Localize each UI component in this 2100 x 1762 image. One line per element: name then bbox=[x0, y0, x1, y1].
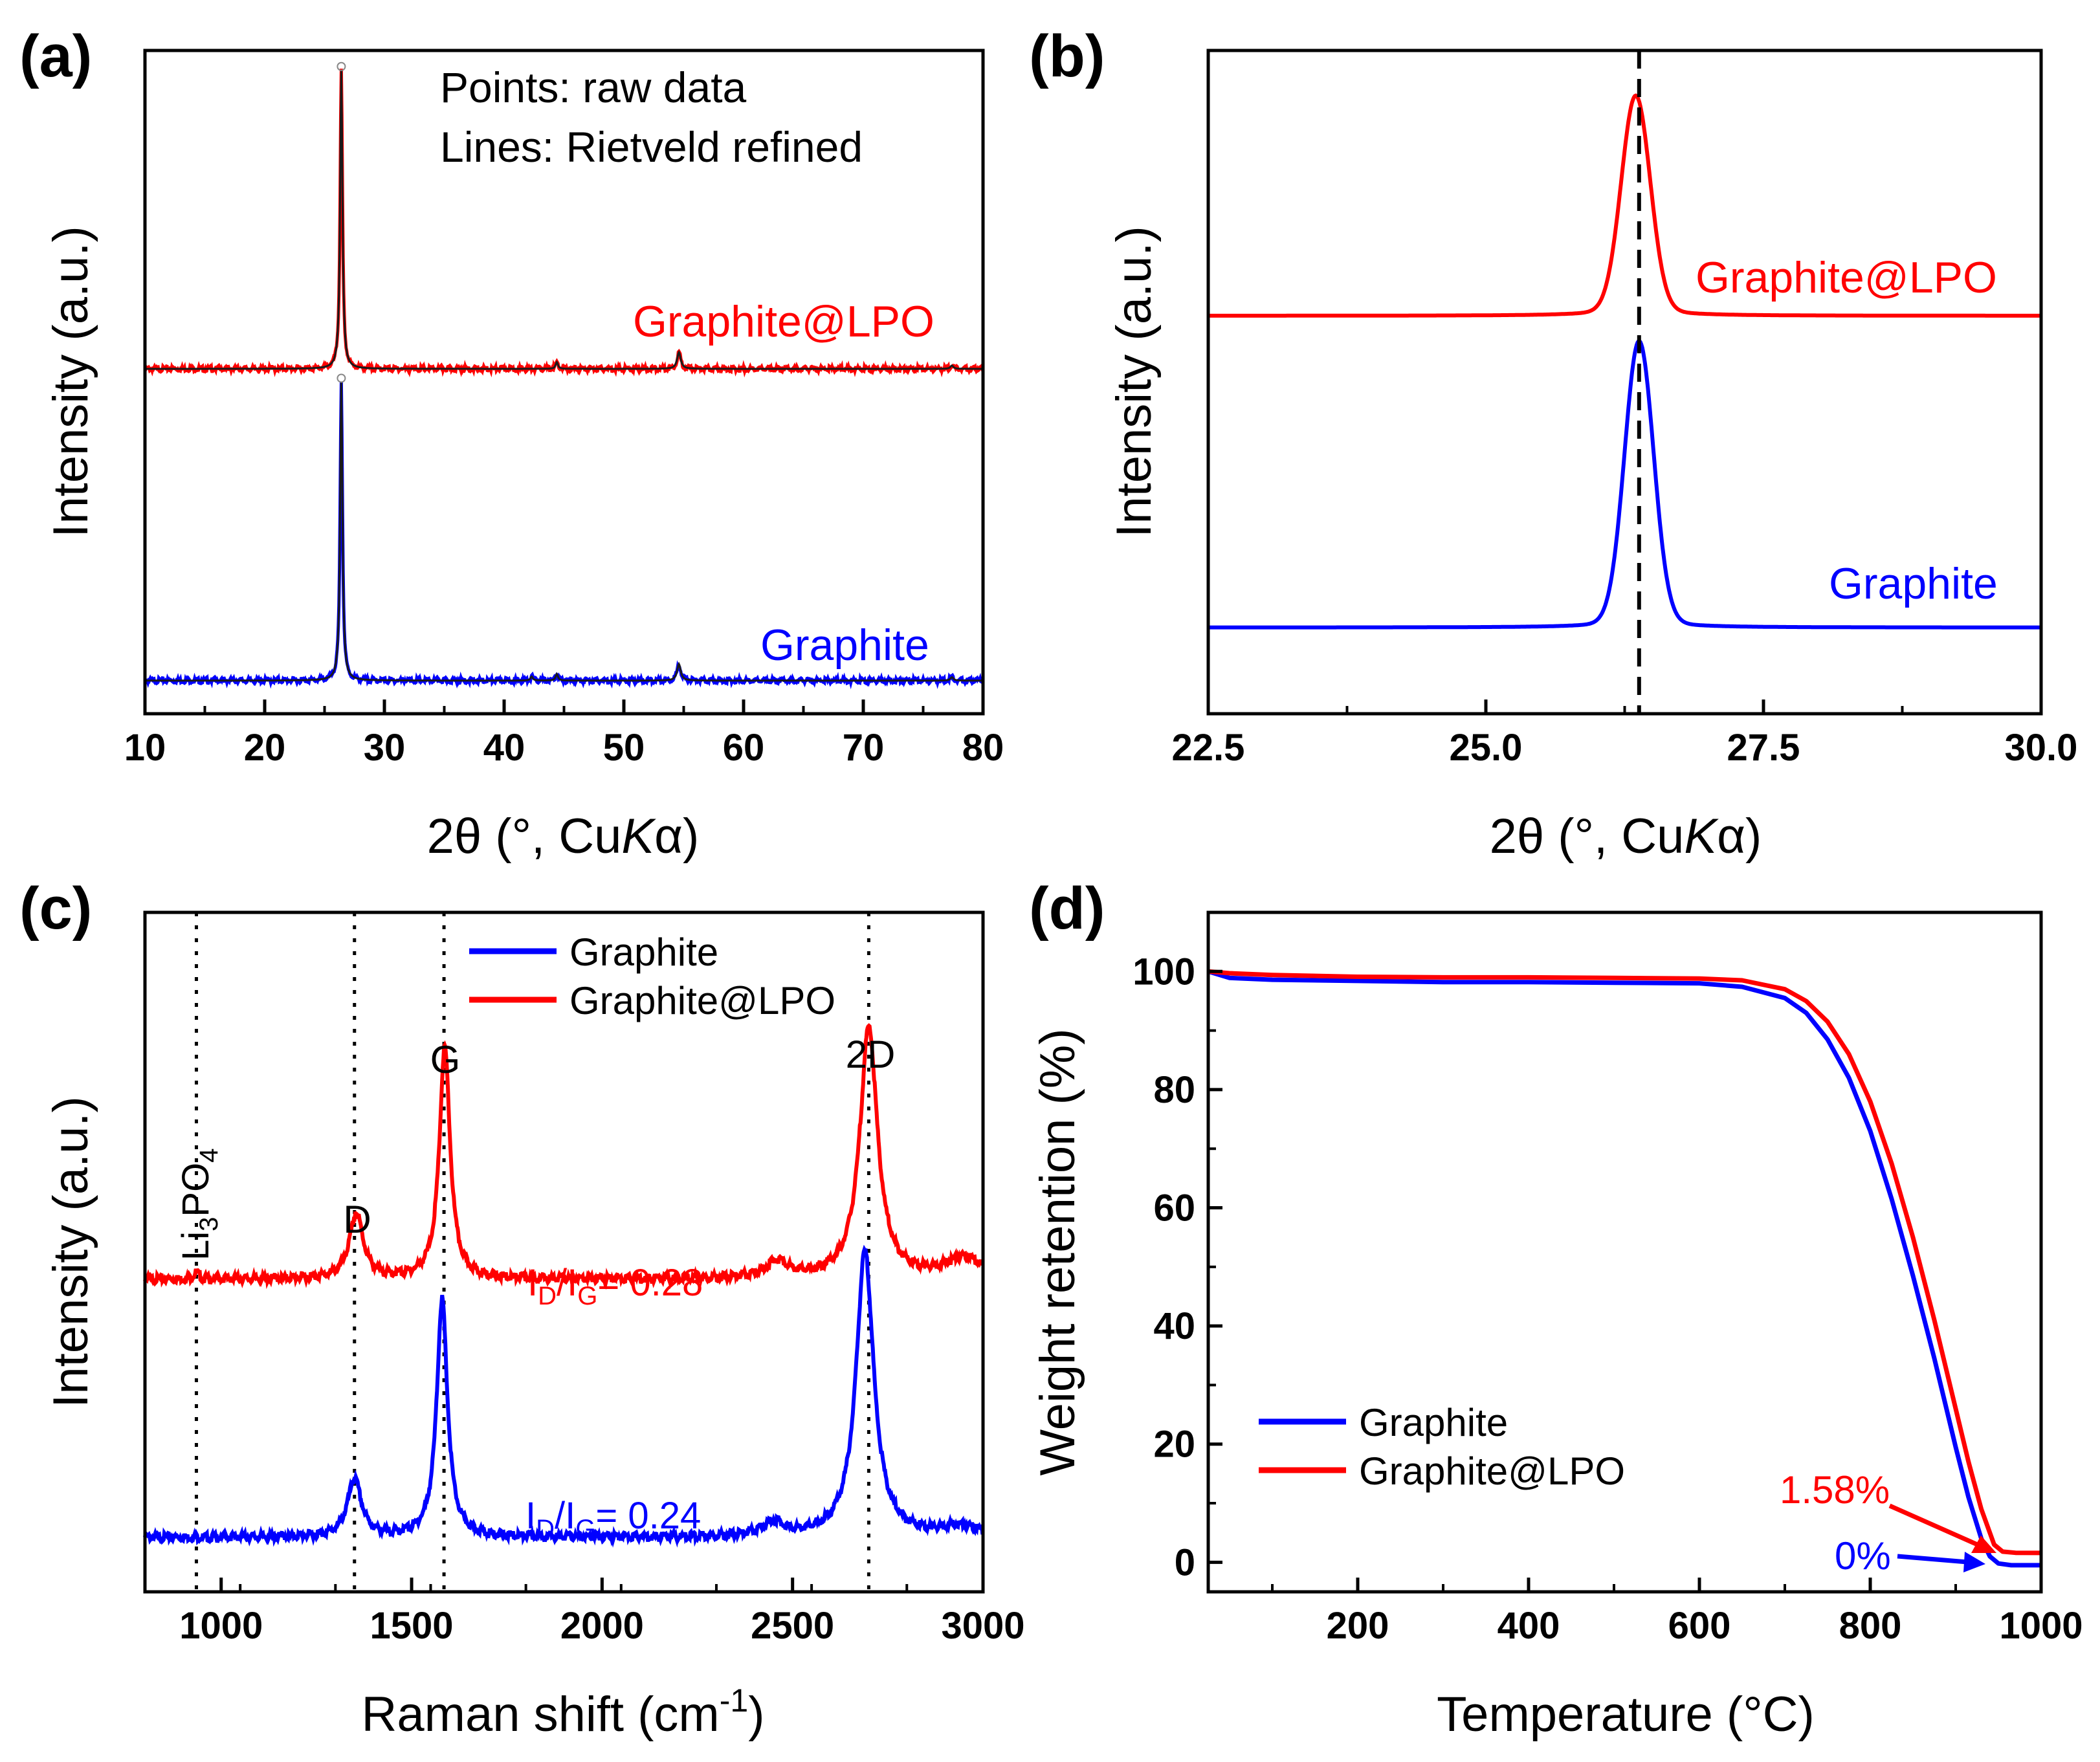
panel-d-y-tick-label: 60 bbox=[1153, 1187, 1195, 1229]
panel-b-label-graphite-lpo: Graphite@LPO bbox=[1696, 253, 1997, 302]
panel-b-series-graphite bbox=[1208, 338, 2041, 630]
panel-c-axes-frame bbox=[143, 910, 985, 1594]
panel-b-x-ticks: 22.5 25.0 27.5 30.0 bbox=[1172, 699, 2078, 769]
panel-d-line-graphite-lpo bbox=[1208, 969, 2042, 1556]
panel-b-label-graphite: Graphite bbox=[1829, 559, 1998, 608]
panel-a-x-tick-label: 60 bbox=[723, 727, 765, 769]
panel-d-label: (d) bbox=[1029, 875, 1105, 942]
panel-a-refined-graphite bbox=[145, 382, 983, 682]
panel-a-x-tick-label: 30 bbox=[364, 727, 406, 769]
panel-c-peak-label-2d: 2D bbox=[846, 1033, 896, 1076]
panel-c-series-graphite-lpo bbox=[143, 1023, 984, 1290]
panel-d-y-tick-label: 80 bbox=[1153, 1069, 1195, 1111]
panel-d-y-tick-label: 0 bbox=[1175, 1541, 1195, 1583]
panel-d-annotation-graphite-lpo: 1.58% bbox=[1780, 1468, 1890, 1512]
panel-c-peak-label-g: G bbox=[430, 1038, 461, 1081]
panel-c-peak-label-li3po4: Li3PO4 bbox=[175, 1149, 223, 1261]
panel-c-ratio-graphite: ID/IG= 0.24 bbox=[525, 1495, 701, 1543]
panel-d-annotation-graphite: 0% bbox=[1835, 1534, 1891, 1578]
panel-d-annotation-arrowhead-graphite bbox=[1963, 1552, 1985, 1572]
panel-d: (d) 200 400 600 800 1000 0 20 40 60 80 100 Graphi… bbox=[1029, 875, 2083, 1742]
panel-a-label-graphite: Graphite bbox=[760, 621, 929, 670]
panel-a-series-graphite-lpo bbox=[143, 69, 984, 378]
panel-d-y-ticks: 0 20 40 60 80 100 bbox=[1133, 911, 1222, 1583]
panel-d-annotation-arrow-graphite-lpo bbox=[1888, 1503, 1982, 1548]
panel-b-line-graphite-lpo bbox=[1208, 93, 2041, 318]
panel-b-x-tick-label: 25.0 bbox=[1450, 727, 1523, 769]
panel-a-x-ticks: 10 20 30 40 50 60 70 80 bbox=[124, 699, 1004, 769]
panel-a-label-graphite-lpo: Graphite@LPO bbox=[633, 297, 934, 346]
panel-d-x-tick-label: 1000 bbox=[1999, 1605, 2083, 1647]
panel-a-x-tick-label: 80 bbox=[962, 727, 1004, 769]
panel-c-peak-label-d: D bbox=[343, 1198, 371, 1241]
panel-a-x-axis-title: 2θ (°, CuKα) bbox=[427, 809, 700, 864]
panel-a-x-tick-label: 70 bbox=[843, 727, 885, 769]
panel-b-line-graphite bbox=[1208, 338, 2041, 630]
panel-a-label: (a) bbox=[19, 23, 92, 89]
panel-a-x-tick-label: 50 bbox=[603, 727, 645, 769]
panel-d-y-axis-title: Weight retention (%) bbox=[1030, 1028, 1085, 1475]
panel-c-x-axis-title: Raman shift (cm-1) bbox=[361, 1682, 764, 1742]
panel-d-x-tick-label: 800 bbox=[1839, 1605, 1902, 1647]
panel-c-legend-label-graphite: Graphite bbox=[569, 931, 718, 974]
panel-c-legend-label-graphite-lpo: Graphite@LPO bbox=[569, 979, 835, 1022]
panel-c-x-tick-label: 1500 bbox=[370, 1605, 454, 1647]
panel-d-axes-frame bbox=[1206, 910, 2043, 1594]
panel-d-x-ticks: 200 400 600 800 1000 bbox=[1271, 1578, 2083, 1647]
panel-b-x-tick-label: 22.5 bbox=[1172, 727, 1245, 769]
panel-d-series-graphite-lpo bbox=[1208, 969, 2042, 1556]
panel-a-series-graphite bbox=[143, 382, 985, 690]
panel-b-x-tick-label: 30.0 bbox=[2005, 727, 2078, 769]
panel-c-label: (c) bbox=[19, 875, 92, 942]
panel-c-peak-reference-lines bbox=[194, 912, 870, 1592]
panel-d-y-tick-label: 40 bbox=[1153, 1305, 1195, 1347]
panel-a-x-tick-label: 10 bbox=[124, 727, 166, 769]
panel-d-y-tick-label: 20 bbox=[1153, 1424, 1195, 1466]
panel-d-x-tick-label: 400 bbox=[1498, 1605, 1560, 1647]
panel-b-x-tick-label: 27.5 bbox=[1727, 727, 1800, 769]
panel-a-y-axis-title: Intensity (a.u.) bbox=[43, 226, 98, 538]
panel-c-ratio-graphite-lpo: ID/IG= 0.28 bbox=[527, 1262, 703, 1310]
panel-a-x-tick-label: 40 bbox=[483, 727, 525, 769]
panel-c-y-axis-title: Intensity (a.u.) bbox=[43, 1096, 98, 1408]
panel-b-label: (b) bbox=[1029, 23, 1105, 89]
panel-b-x-axis-title: 2θ (°, CuKα) bbox=[1490, 809, 1762, 864]
panel-c-line-graphite bbox=[143, 1244, 984, 1548]
panel-c-line-graphite-lpo bbox=[143, 1023, 984, 1290]
panel-c-x-tick-label: 2500 bbox=[751, 1605, 834, 1647]
panel-d-legend-label-graphite-lpo: Graphite@LPO bbox=[1359, 1449, 1625, 1493]
panel-d-annotation-arrowhead-graphite-lpo bbox=[1971, 1536, 1996, 1553]
panel-c-x-tick-label: 2000 bbox=[560, 1605, 644, 1647]
panel-d-legend-label-graphite: Graphite bbox=[1359, 1401, 1508, 1444]
panel-a-x-tick-label: 20 bbox=[244, 727, 286, 769]
panel-c-x-tick-label: 3000 bbox=[941, 1605, 1024, 1647]
panel-d-x-axis-title: Temperature (°C) bbox=[1437, 1687, 1815, 1742]
panel-b-y-axis-title: Intensity (a.u.) bbox=[1107, 226, 1162, 538]
panel-d-annotation-arrow-graphite bbox=[1897, 1554, 1968, 1565]
panel-a: (a) 10 20 30 40 50 60 70 80 Points: raw data Li… bbox=[19, 23, 1004, 864]
panel-a-raw-point-graphite-lpo bbox=[337, 61, 346, 71]
panel-c-x-ticks: 1000 1500 2000 2500 3000 bbox=[144, 1578, 1025, 1647]
panel-c: (c) 1000 1500 2000 2500 3000 Graphite Graphi… bbox=[19, 875, 1025, 1742]
panel-d-x-tick-label: 200 bbox=[1327, 1605, 1389, 1647]
panel-d-y-tick-label: 100 bbox=[1133, 951, 1195, 993]
panel-a-raw-point-graphite bbox=[337, 373, 346, 383]
panel-b-series-graphite-lpo bbox=[1208, 93, 2041, 318]
panel-a-refined-graphite-lpo bbox=[145, 70, 983, 370]
panel-a-note-refined: Lines: Rietveld refined bbox=[440, 123, 863, 171]
panel-c-series-graphite bbox=[143, 1244, 984, 1548]
panel-a-raw-graphite-lpo bbox=[143, 69, 984, 378]
panel-b: (b) 22.5 25.0 27.5 30.0 Graphite@LPO Graphi… bbox=[1029, 23, 2077, 864]
panel-d-x-tick-label: 600 bbox=[1668, 1605, 1731, 1647]
panel-a-note-raw: Points: raw data bbox=[440, 63, 747, 111]
panel-c-x-tick-label: 1000 bbox=[179, 1605, 263, 1647]
panel-a-raw-data-points bbox=[337, 61, 346, 383]
